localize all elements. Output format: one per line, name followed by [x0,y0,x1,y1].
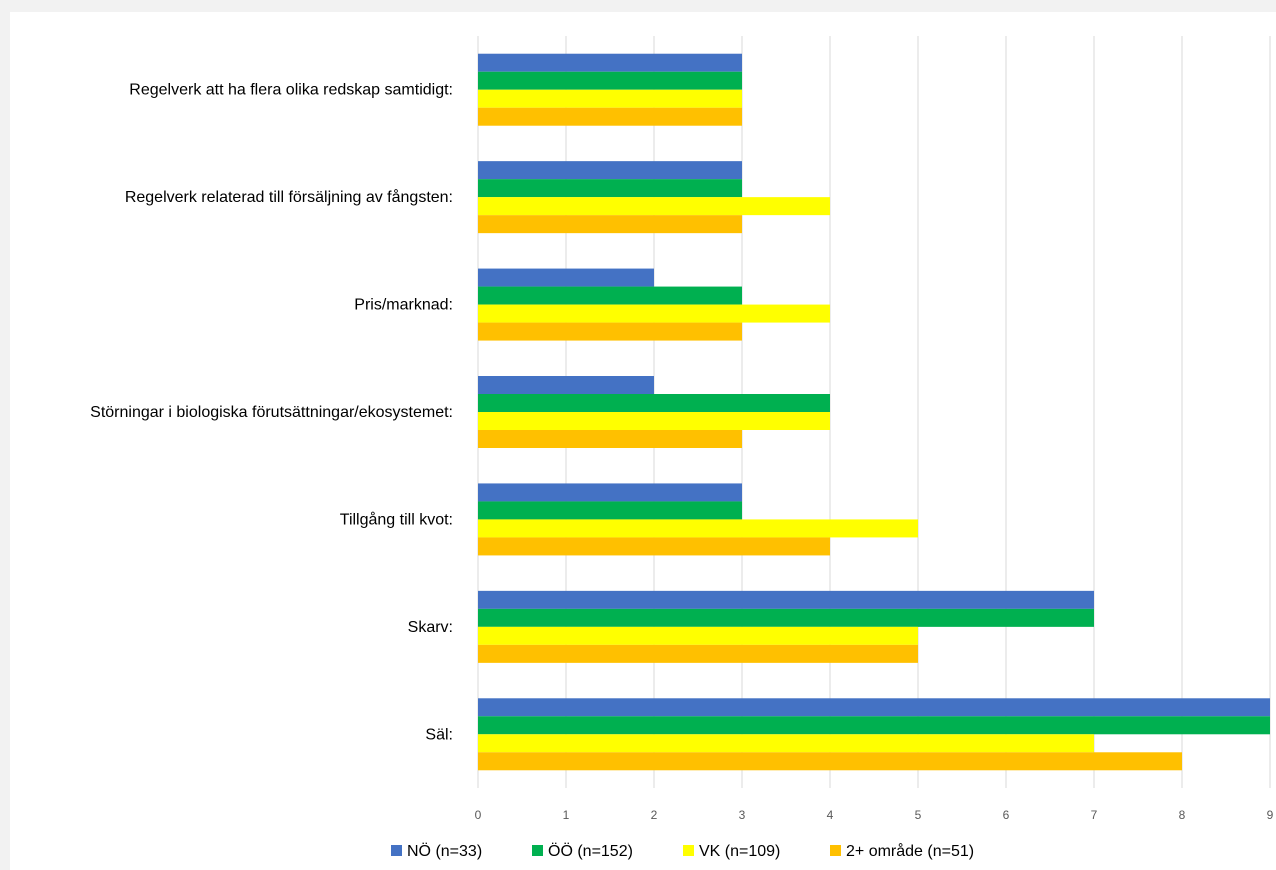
bar [478,71,742,90]
legend-swatch [391,845,402,856]
bar [478,752,1182,771]
bars [478,53,1270,771]
bar [478,483,742,502]
x-tick-label: 7 [1091,808,1098,822]
legend-label: 2+ område (n=51) [846,842,974,860]
x-tick-label: 6 [1003,808,1010,822]
bar [478,376,654,394]
x-tick-label: 3 [739,808,746,822]
bar [478,412,830,430]
legend-swatch [830,845,841,856]
bar [478,698,1270,717]
bar [478,537,830,556]
legend-label: VK (n=109) [699,843,780,860]
bar [478,161,742,180]
bar [478,644,918,663]
legend-label: ÖÖ (n=152) [548,842,633,860]
bar [478,215,742,234]
x-tick-label: 1 [563,808,570,822]
bar [478,179,742,198]
legend: NÖ (n=33) ÖÖ (n=152) VK (n=109) 2+ område (… [391,842,974,860]
x-tick-label: 9 [1267,808,1274,822]
bar [478,501,742,520]
bar [478,304,830,323]
x-tick-labels: 0 1 2 3 4 5 6 7 8 9 [475,808,1274,822]
x-tick-label: 8 [1179,808,1186,822]
category-label: Skarv: [408,619,453,636]
bar [478,608,1094,627]
bar [478,322,742,341]
bar [478,394,830,412]
bar [478,716,1270,735]
bar [478,268,654,287]
category-labels: Regelverk att ha flera olika redskap sam… [90,82,453,744]
bar [478,590,1094,609]
category-label: Regelverk att ha flera olika redskap sam… [129,82,453,99]
bar [478,107,742,126]
bar [478,286,742,305]
bar [478,197,830,216]
category-label: Säl: [425,726,453,743]
bar [478,89,742,108]
x-tick-label: 5 [915,808,922,822]
bar [478,519,918,538]
legend-label: NÖ (n=33) [407,842,482,860]
bar [478,734,1094,753]
category-label: Tillgång till kvot: [340,510,453,528]
bar [478,626,918,645]
category-label: Pris/marknad: [354,297,453,314]
x-tick-label: 2 [651,808,658,822]
bar [478,430,742,448]
x-tick-label: 4 [827,808,834,822]
category-label: Regelverk relaterad till försäljning av … [125,188,453,206]
legend-swatch [532,845,543,856]
category-label: Störningar i biologiska förutsättningar/… [90,404,453,421]
bar [478,53,742,72]
x-tick-label: 0 [475,808,482,822]
legend-swatch [683,845,694,856]
